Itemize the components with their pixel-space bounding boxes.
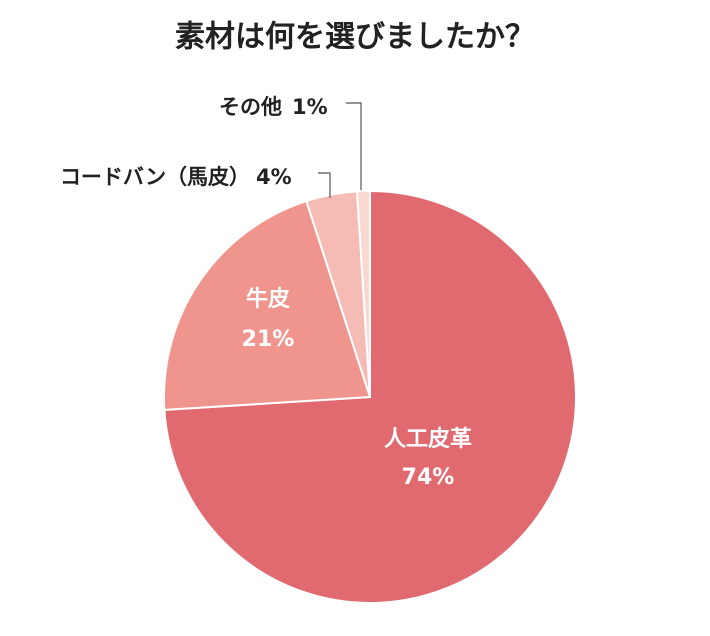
value-label: 74% [402, 465, 455, 490]
value-label: 1% [292, 95, 328, 119]
leader-line [346, 102, 362, 190]
slice-label: 人工皮革 [384, 426, 472, 452]
value-label: 21% [242, 327, 295, 352]
chart-title: 素材は何を選びましたか？ [175, 20, 535, 55]
slice-label: その他 [219, 95, 282, 119]
slice-label: 牛皮 [246, 286, 290, 312]
value-label: 4% [256, 165, 292, 189]
leader-line [318, 172, 331, 198]
slice-label: コードバン（馬皮） [60, 165, 250, 189]
pie-slice [163, 199, 372, 411]
pie-slice [356, 189, 371, 398]
